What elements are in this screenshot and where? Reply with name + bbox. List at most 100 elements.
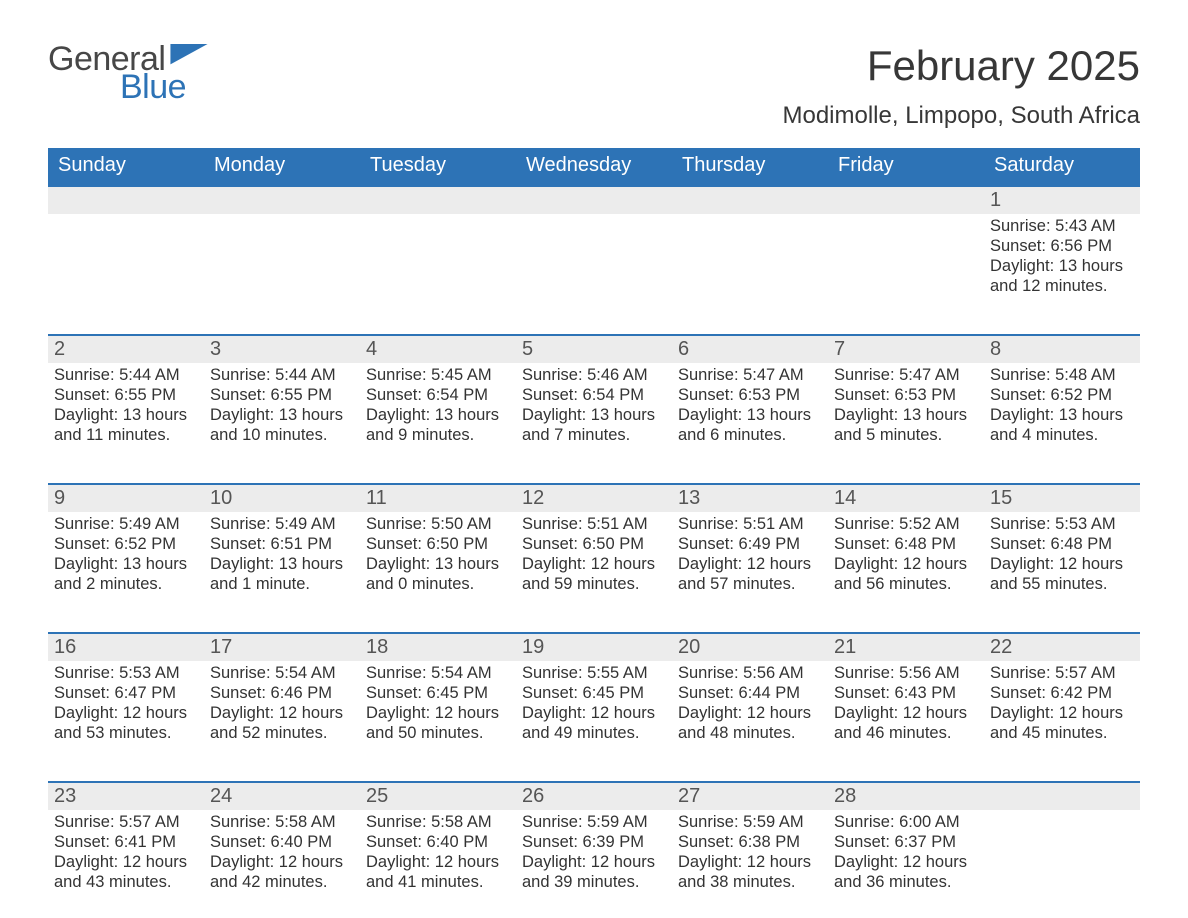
logo: General Blue bbox=[48, 42, 208, 104]
week-row: 232425262728Sunrise: 5:57 AM Sunset: 6:4… bbox=[48, 781, 1140, 912]
title-block: February 2025 Modimolle, Limpopo, South … bbox=[782, 42, 1140, 130]
day-number: 19 bbox=[516, 634, 672, 661]
day-number: 23 bbox=[48, 783, 204, 810]
day-number: 7 bbox=[828, 336, 984, 363]
day-number: 5 bbox=[516, 336, 672, 363]
date-number-row: 232425262728 bbox=[48, 781, 1140, 810]
day-info bbox=[204, 214, 360, 316]
date-number-row: 1 bbox=[48, 185, 1140, 214]
week-row: 16171819202122Sunrise: 5:53 AM Sunset: 6… bbox=[48, 632, 1140, 763]
day-info: Sunrise: 5:58 AM Sunset: 6:40 PM Dayligh… bbox=[360, 810, 516, 912]
logo-blue-text: Blue bbox=[120, 70, 208, 104]
day-number: 4 bbox=[360, 336, 516, 363]
week-row: 1Sunrise: 5:43 AM Sunset: 6:56 PM Daylig… bbox=[48, 185, 1140, 316]
day-info: Sunrise: 5:53 AM Sunset: 6:48 PM Dayligh… bbox=[984, 512, 1140, 614]
day-number: 25 bbox=[360, 783, 516, 810]
day-number: 26 bbox=[516, 783, 672, 810]
day-info: Sunrise: 5:59 AM Sunset: 6:39 PM Dayligh… bbox=[516, 810, 672, 912]
day-info: Sunrise: 5:49 AM Sunset: 6:51 PM Dayligh… bbox=[204, 512, 360, 614]
day-info: Sunrise: 5:50 AM Sunset: 6:50 PM Dayligh… bbox=[360, 512, 516, 614]
date-info-row: Sunrise: 5:53 AM Sunset: 6:47 PM Dayligh… bbox=[48, 661, 1140, 763]
day-info: Sunrise: 5:51 AM Sunset: 6:50 PM Dayligh… bbox=[516, 512, 672, 614]
dayhead-mon: Monday bbox=[204, 148, 360, 185]
day-info: Sunrise: 5:45 AM Sunset: 6:54 PM Dayligh… bbox=[360, 363, 516, 465]
dayhead-sat: Saturday bbox=[984, 148, 1140, 185]
day-info: Sunrise: 5:57 AM Sunset: 6:41 PM Dayligh… bbox=[48, 810, 204, 912]
day-info: Sunrise: 5:54 AM Sunset: 6:45 PM Dayligh… bbox=[360, 661, 516, 763]
day-number: 1 bbox=[984, 187, 1140, 214]
dayhead-fri: Friday bbox=[828, 148, 984, 185]
day-info: Sunrise: 5:56 AM Sunset: 6:43 PM Dayligh… bbox=[828, 661, 984, 763]
day-number: 20 bbox=[672, 634, 828, 661]
day-info: Sunrise: 5:44 AM Sunset: 6:55 PM Dayligh… bbox=[204, 363, 360, 465]
day-info bbox=[360, 214, 516, 316]
day-info: Sunrise: 5:47 AM Sunset: 6:53 PM Dayligh… bbox=[828, 363, 984, 465]
day-info: Sunrise: 5:55 AM Sunset: 6:45 PM Dayligh… bbox=[516, 661, 672, 763]
day-info: Sunrise: 5:57 AM Sunset: 6:42 PM Dayligh… bbox=[984, 661, 1140, 763]
date-info-row: Sunrise: 5:44 AM Sunset: 6:55 PM Dayligh… bbox=[48, 363, 1140, 465]
day-number bbox=[672, 187, 828, 214]
day-info: Sunrise: 5:56 AM Sunset: 6:44 PM Dayligh… bbox=[672, 661, 828, 763]
date-info-row: Sunrise: 5:43 AM Sunset: 6:56 PM Dayligh… bbox=[48, 214, 1140, 316]
day-number: 6 bbox=[672, 336, 828, 363]
page-title: February 2025 bbox=[782, 42, 1140, 90]
day-number bbox=[48, 187, 204, 214]
day-number: 28 bbox=[828, 783, 984, 810]
day-info: Sunrise: 5:43 AM Sunset: 6:56 PM Dayligh… bbox=[984, 214, 1140, 316]
date-number-row: 9101112131415 bbox=[48, 483, 1140, 512]
day-info: Sunrise: 5:51 AM Sunset: 6:49 PM Dayligh… bbox=[672, 512, 828, 614]
calendar: Sunday Monday Tuesday Wednesday Thursday… bbox=[48, 148, 1140, 912]
day-number bbox=[516, 187, 672, 214]
day-info bbox=[984, 810, 1140, 912]
day-info: Sunrise: 5:53 AM Sunset: 6:47 PM Dayligh… bbox=[48, 661, 204, 763]
date-info-row: Sunrise: 5:49 AM Sunset: 6:52 PM Dayligh… bbox=[48, 512, 1140, 614]
day-number: 10 bbox=[204, 485, 360, 512]
day-number: 24 bbox=[204, 783, 360, 810]
day-info: Sunrise: 5:49 AM Sunset: 6:52 PM Dayligh… bbox=[48, 512, 204, 614]
day-info bbox=[828, 214, 984, 316]
day-info: Sunrise: 5:58 AM Sunset: 6:40 PM Dayligh… bbox=[204, 810, 360, 912]
day-number: 18 bbox=[360, 634, 516, 661]
week-row: 9101112131415Sunrise: 5:49 AM Sunset: 6:… bbox=[48, 483, 1140, 614]
day-number: 27 bbox=[672, 783, 828, 810]
day-number: 21 bbox=[828, 634, 984, 661]
week-row: 2345678Sunrise: 5:44 AM Sunset: 6:55 PM … bbox=[48, 334, 1140, 465]
day-number bbox=[204, 187, 360, 214]
dayhead-tue: Tuesday bbox=[360, 148, 516, 185]
day-number: 15 bbox=[984, 485, 1140, 512]
day-info: Sunrise: 5:52 AM Sunset: 6:48 PM Dayligh… bbox=[828, 512, 984, 614]
weekday-header: Sunday Monday Tuesday Wednesday Thursday… bbox=[48, 148, 1140, 185]
day-number: 11 bbox=[360, 485, 516, 512]
dayhead-sun: Sunday bbox=[48, 148, 204, 185]
date-info-row: Sunrise: 5:57 AM Sunset: 6:41 PM Dayligh… bbox=[48, 810, 1140, 912]
day-number: 13 bbox=[672, 485, 828, 512]
dayhead-thu: Thursday bbox=[672, 148, 828, 185]
day-number: 12 bbox=[516, 485, 672, 512]
day-number bbox=[360, 187, 516, 214]
date-number-row: 16171819202122 bbox=[48, 632, 1140, 661]
day-info bbox=[672, 214, 828, 316]
date-number-row: 2345678 bbox=[48, 334, 1140, 363]
dayhead-wed: Wednesday bbox=[516, 148, 672, 185]
location-text: Modimolle, Limpopo, South Africa bbox=[782, 102, 1140, 130]
day-info: Sunrise: 5:47 AM Sunset: 6:53 PM Dayligh… bbox=[672, 363, 828, 465]
day-number: 3 bbox=[204, 336, 360, 363]
day-info bbox=[48, 214, 204, 316]
day-info: Sunrise: 5:48 AM Sunset: 6:52 PM Dayligh… bbox=[984, 363, 1140, 465]
day-number: 16 bbox=[48, 634, 204, 661]
day-number: 8 bbox=[984, 336, 1140, 363]
day-info: Sunrise: 5:59 AM Sunset: 6:38 PM Dayligh… bbox=[672, 810, 828, 912]
day-number: 14 bbox=[828, 485, 984, 512]
day-info: Sunrise: 5:54 AM Sunset: 6:46 PM Dayligh… bbox=[204, 661, 360, 763]
day-info: Sunrise: 5:44 AM Sunset: 6:55 PM Dayligh… bbox=[48, 363, 204, 465]
day-info: Sunrise: 5:46 AM Sunset: 6:54 PM Dayligh… bbox=[516, 363, 672, 465]
day-number bbox=[984, 783, 1140, 810]
day-number: 2 bbox=[48, 336, 204, 363]
day-info bbox=[516, 214, 672, 316]
day-number: 17 bbox=[204, 634, 360, 661]
day-number: 9 bbox=[48, 485, 204, 512]
day-number: 22 bbox=[984, 634, 1140, 661]
header: General Blue February 2025 Modimolle, Li… bbox=[48, 42, 1140, 130]
day-number bbox=[828, 187, 984, 214]
day-info: Sunrise: 6:00 AM Sunset: 6:37 PM Dayligh… bbox=[828, 810, 984, 912]
